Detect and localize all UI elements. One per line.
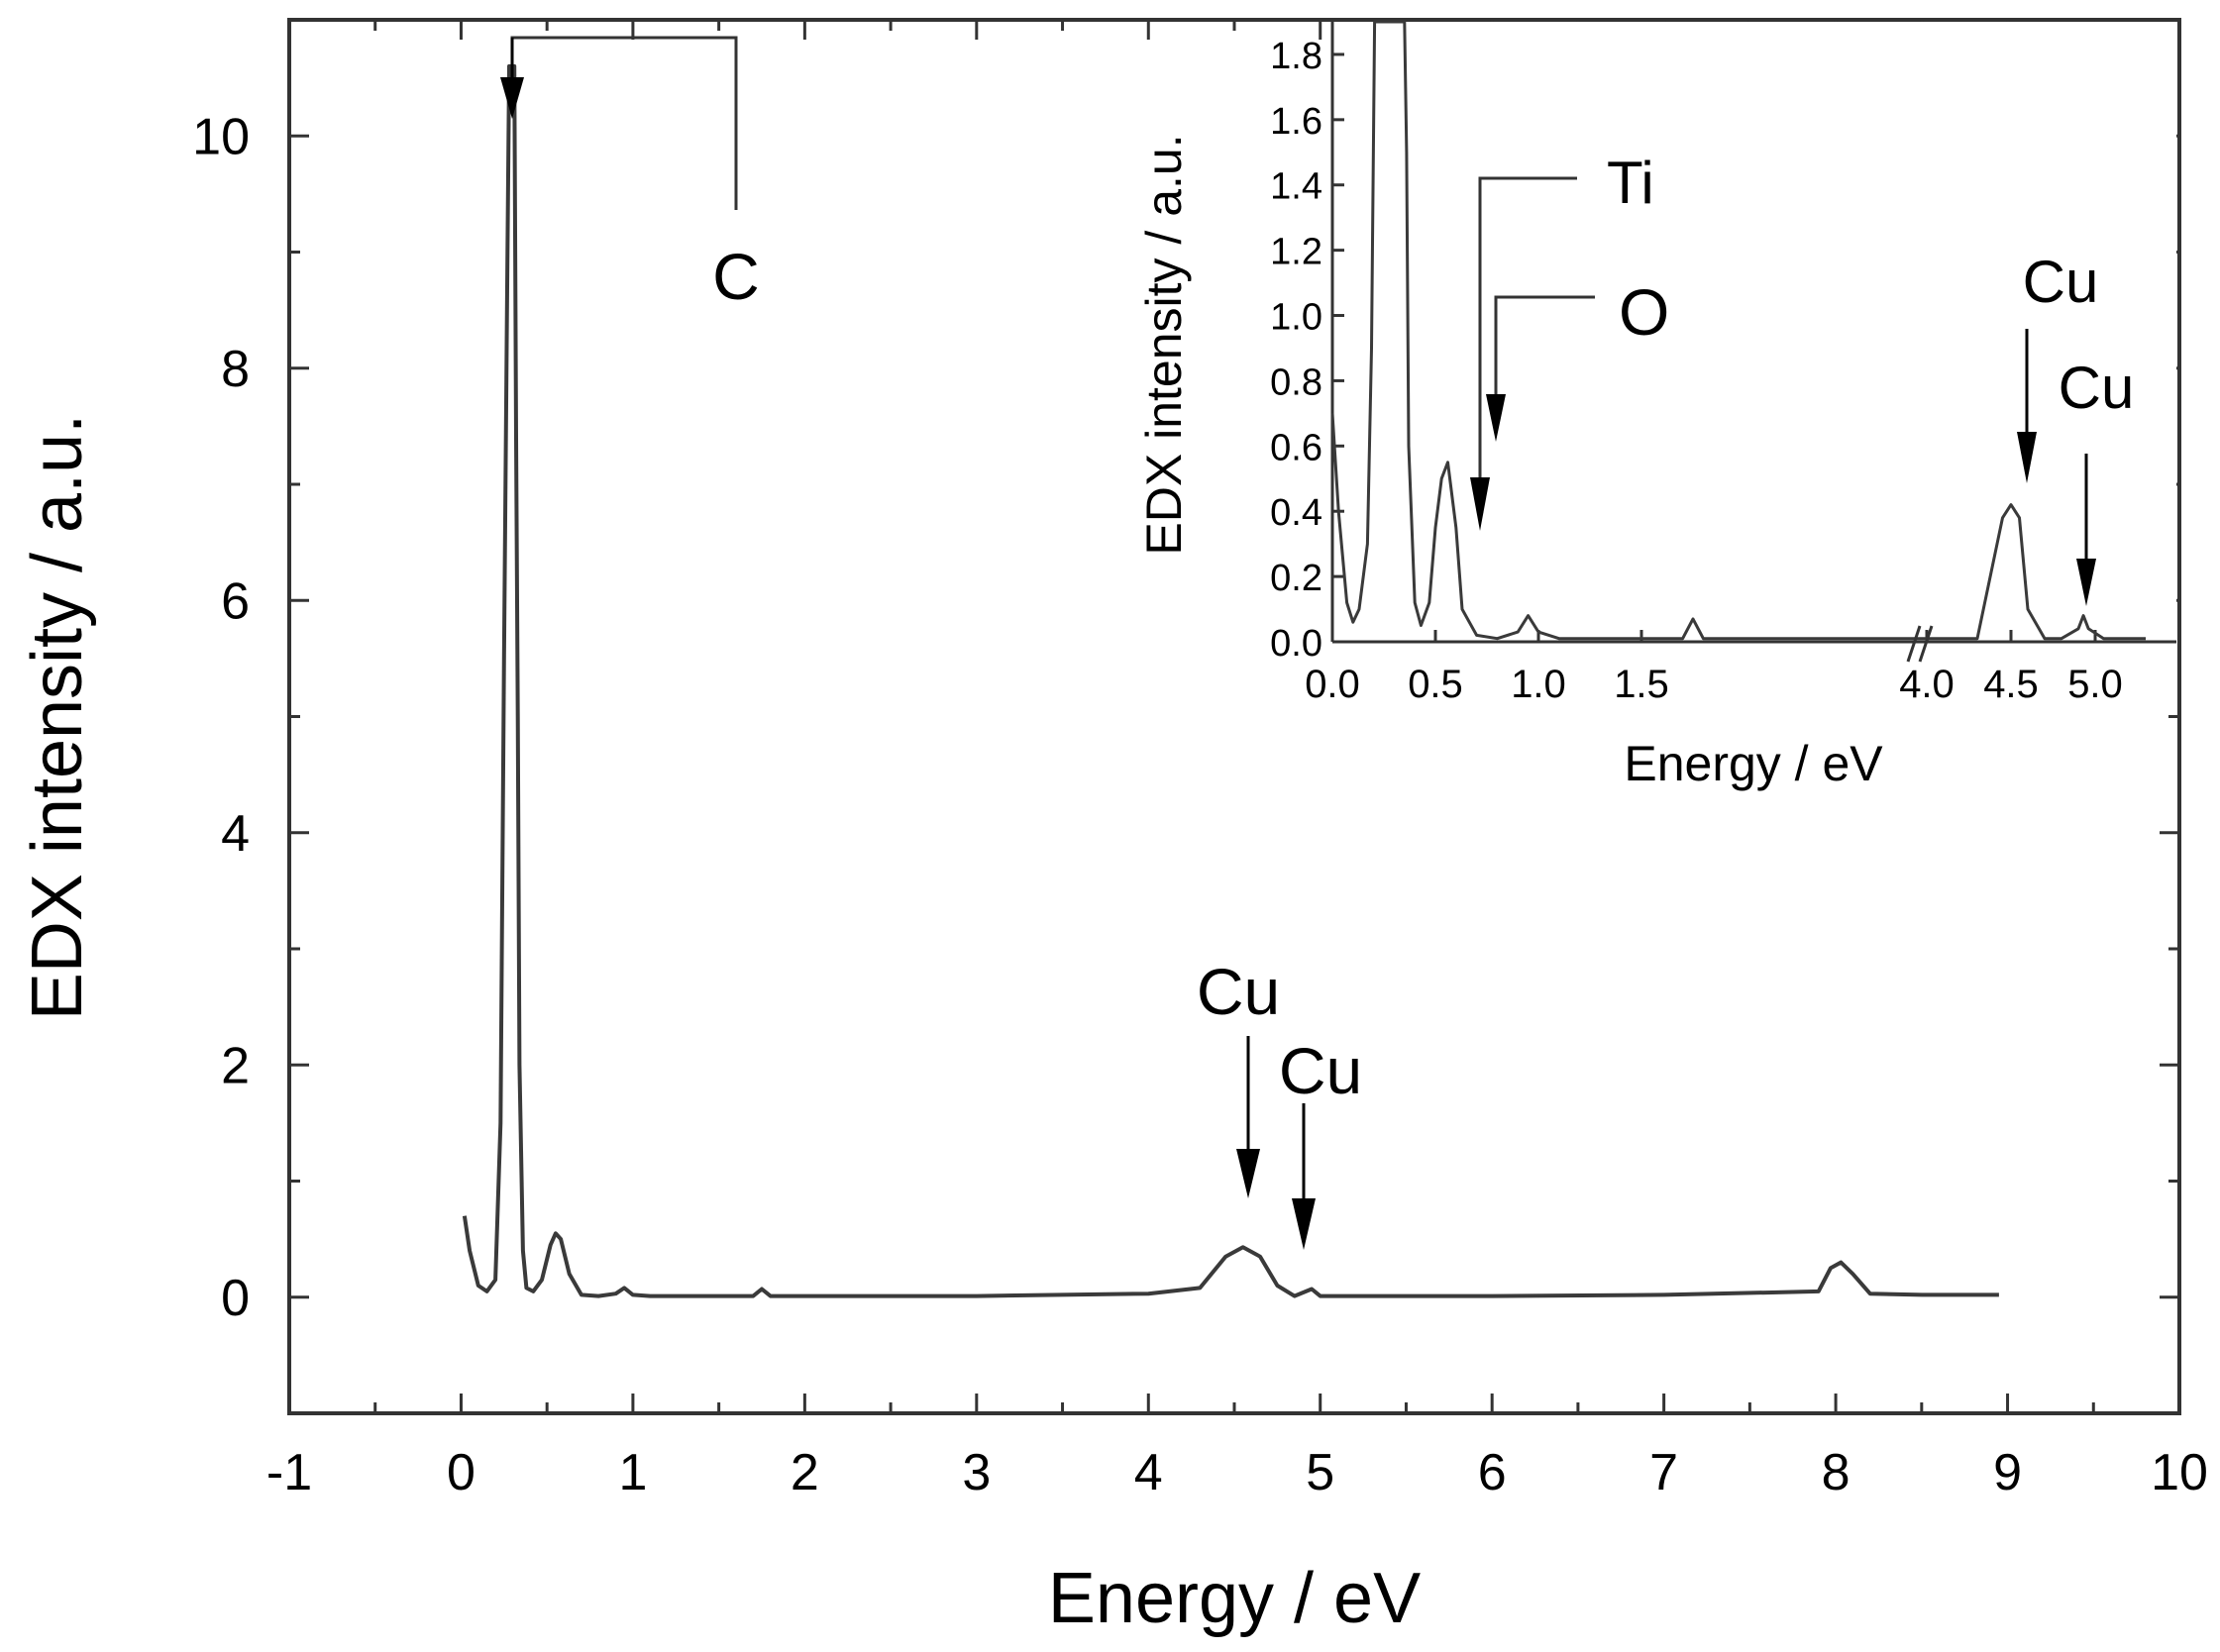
main-y-tick-label: 10 [192, 108, 250, 165]
annotation-cu-inset-1: Cu [2023, 249, 2099, 315]
inset-y-tick-label: 0.4 [1270, 492, 1322, 534]
annotation-ti: Ti [1607, 150, 1654, 216]
o-arrowhead-icon [1486, 394, 1506, 442]
main-x-tick-label: 3 [962, 1444, 991, 1501]
inset-y-tick-label: 1.0 [1270, 297, 1322, 339]
inset-y-tick-label: 1.2 [1270, 232, 1322, 273]
inset-y-tick-label: 0.2 [1270, 558, 1322, 599]
main-y-tick-label: 0 [221, 1270, 250, 1327]
annotation-o: O [1619, 275, 1669, 349]
inset-y-tick-label: 0.6 [1270, 427, 1322, 468]
cu-inset-1-arrowhead-icon [2017, 432, 2037, 483]
main-x-tick-label: 7 [1649, 1444, 1678, 1501]
inset-x-tick-label: 1.0 [1511, 663, 1566, 706]
inset-x-tick-label: 5.0 [2067, 663, 2123, 706]
inset-x-axis-label: Energy / eV [1624, 736, 1883, 791]
inset-x-ticks: 0.0 0.5 1.0 1.5 4.0 4.5 5.0 [1305, 630, 2123, 706]
main-x-tick-label: 10 [2151, 1444, 2208, 1501]
annotation-c: C [712, 240, 760, 313]
inset-spectrum-line [1330, 20, 2146, 641]
inset-axis-break-mark-1 [1906, 625, 1922, 663]
inset-y-axis-label: EDX intensity / a.u. [1136, 134, 1192, 555]
annotation-cu-inset-2: Cu [2059, 355, 2135, 421]
inset-plot-background [1332, 22, 2176, 642]
inset-y-tick-label: 1.8 [1270, 36, 1322, 77]
ti-arrowhead-icon [1470, 477, 1490, 531]
cu-main-2-arrowhead-icon [1292, 1198, 1316, 1250]
main-x-tick-label: 9 [1993, 1444, 2022, 1501]
main-x-tick-label: 4 [1134, 1444, 1163, 1501]
main-x-tick-label: -1 [266, 1444, 312, 1501]
carbon-arrowhead-icon [500, 77, 524, 119]
main-x-tick-label: 0 [447, 1444, 476, 1501]
cu-main-1-arrowhead-icon [1236, 1149, 1260, 1198]
inset-x-tick-label: 1.5 [1614, 663, 1669, 706]
inset-y-tick-label: 0.8 [1270, 361, 1322, 403]
main-y-axis-label: EDX intensity / a.u. [18, 414, 97, 1020]
main-x-axis-label: Energy / eV [1048, 1559, 1421, 1638]
inset-x-tick-label: 4.0 [1899, 663, 1955, 706]
inset-y-tick-label: 0.0 [1270, 623, 1322, 665]
inset-plot: 0.0 0.5 1.0 1.5 4.0 4.5 5.0 0.0 0.2 0.4 0.6 0.8 1.0… [1136, 20, 2176, 791]
o-leader-line [1494, 295, 1595, 396]
main-y-tick-label: 6 [221, 572, 250, 630]
inset-y-tick-label: 1.4 [1270, 166, 1322, 208]
main-x-tick-label: 1 [618, 1444, 647, 1501]
main-x-ticks: -1 0 1 2 3 4 5 6 7 8 9 10 [266, 20, 2208, 1501]
main-plot: -1 0 1 2 3 4 5 6 7 8 9 10 0 2 4 6 8 10 Energy / eV EDX i… [18, 18, 2208, 1638]
main-y-tick-label: 4 [221, 805, 250, 863]
inset-y-ticks: 0.0 0.2 0.4 0.6 0.8 1.0 1.2 1.4 1.6 1.8 [1270, 36, 1344, 665]
inset-axis-break-mark-2 [1918, 625, 1934, 663]
cu-inset-2-arrowhead-icon [2076, 559, 2096, 606]
ti-leader-line [1478, 176, 1577, 485]
inset-x-tick-label: 0.0 [1305, 663, 1360, 706]
main-y-tick-label: 8 [221, 341, 250, 398]
inset-x-tick-label: 0.5 [1408, 663, 1463, 706]
annotation-cu-main-1: Cu [1197, 955, 1280, 1028]
inset-x-tick-label: 4.5 [1983, 663, 2039, 706]
main-x-tick-label: 2 [791, 1444, 819, 1501]
main-x-tick-label: 5 [1306, 1444, 1334, 1501]
main-y-tick-label: 2 [221, 1037, 250, 1094]
inset-y-tick-label: 1.6 [1270, 101, 1322, 143]
annotation-cu-main-2: Cu [1279, 1034, 1362, 1107]
main-x-tick-label: 8 [1822, 1444, 1850, 1501]
main-x-tick-label: 6 [1478, 1444, 1507, 1501]
carbon-bracket-line [510, 36, 738, 210]
